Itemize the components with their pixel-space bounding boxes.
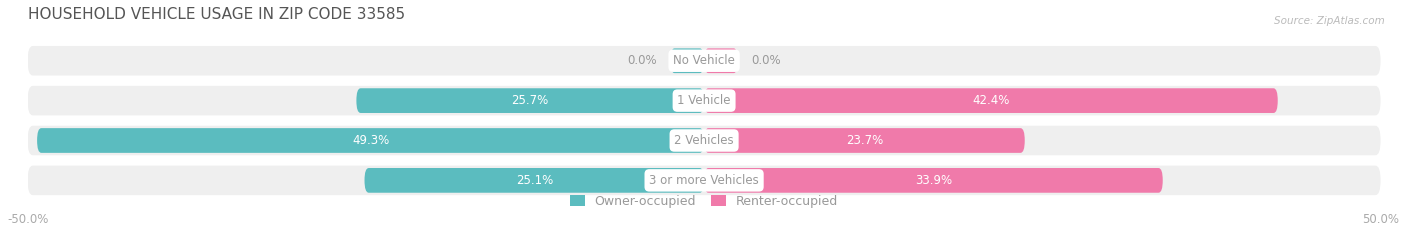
FancyBboxPatch shape <box>704 128 1025 153</box>
Text: 0.0%: 0.0% <box>751 54 782 67</box>
FancyBboxPatch shape <box>704 88 1278 113</box>
Text: 23.7%: 23.7% <box>846 134 883 147</box>
Text: 2 Vehicles: 2 Vehicles <box>675 134 734 147</box>
Text: 33.9%: 33.9% <box>915 174 952 187</box>
Text: Source: ZipAtlas.com: Source: ZipAtlas.com <box>1274 16 1385 26</box>
Text: 25.7%: 25.7% <box>512 94 548 107</box>
FancyBboxPatch shape <box>28 86 1381 115</box>
FancyBboxPatch shape <box>28 126 1381 155</box>
Text: No Vehicle: No Vehicle <box>673 54 735 67</box>
FancyBboxPatch shape <box>356 88 704 113</box>
Text: 25.1%: 25.1% <box>516 174 553 187</box>
Text: 0.0%: 0.0% <box>627 54 657 67</box>
FancyBboxPatch shape <box>28 46 1381 75</box>
Text: 42.4%: 42.4% <box>972 94 1010 107</box>
Text: 3 or more Vehicles: 3 or more Vehicles <box>650 174 759 187</box>
FancyBboxPatch shape <box>28 166 1381 195</box>
FancyBboxPatch shape <box>704 168 1163 193</box>
FancyBboxPatch shape <box>671 48 704 73</box>
Text: HOUSEHOLD VEHICLE USAGE IN ZIP CODE 33585: HOUSEHOLD VEHICLE USAGE IN ZIP CODE 3358… <box>28 7 405 22</box>
Legend: Owner-occupied, Renter-occupied: Owner-occupied, Renter-occupied <box>565 190 844 213</box>
FancyBboxPatch shape <box>364 168 704 193</box>
Text: 1 Vehicle: 1 Vehicle <box>678 94 731 107</box>
FancyBboxPatch shape <box>704 48 738 73</box>
Text: 49.3%: 49.3% <box>352 134 389 147</box>
FancyBboxPatch shape <box>37 128 704 153</box>
